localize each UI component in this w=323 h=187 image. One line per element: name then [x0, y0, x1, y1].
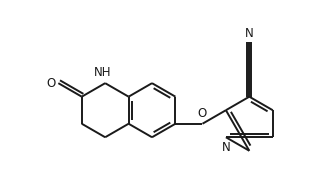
Text: O: O [46, 77, 56, 90]
Text: N: N [245, 27, 254, 40]
Text: O: O [198, 107, 207, 120]
Text: N: N [222, 141, 230, 154]
Text: NH: NH [94, 66, 111, 79]
